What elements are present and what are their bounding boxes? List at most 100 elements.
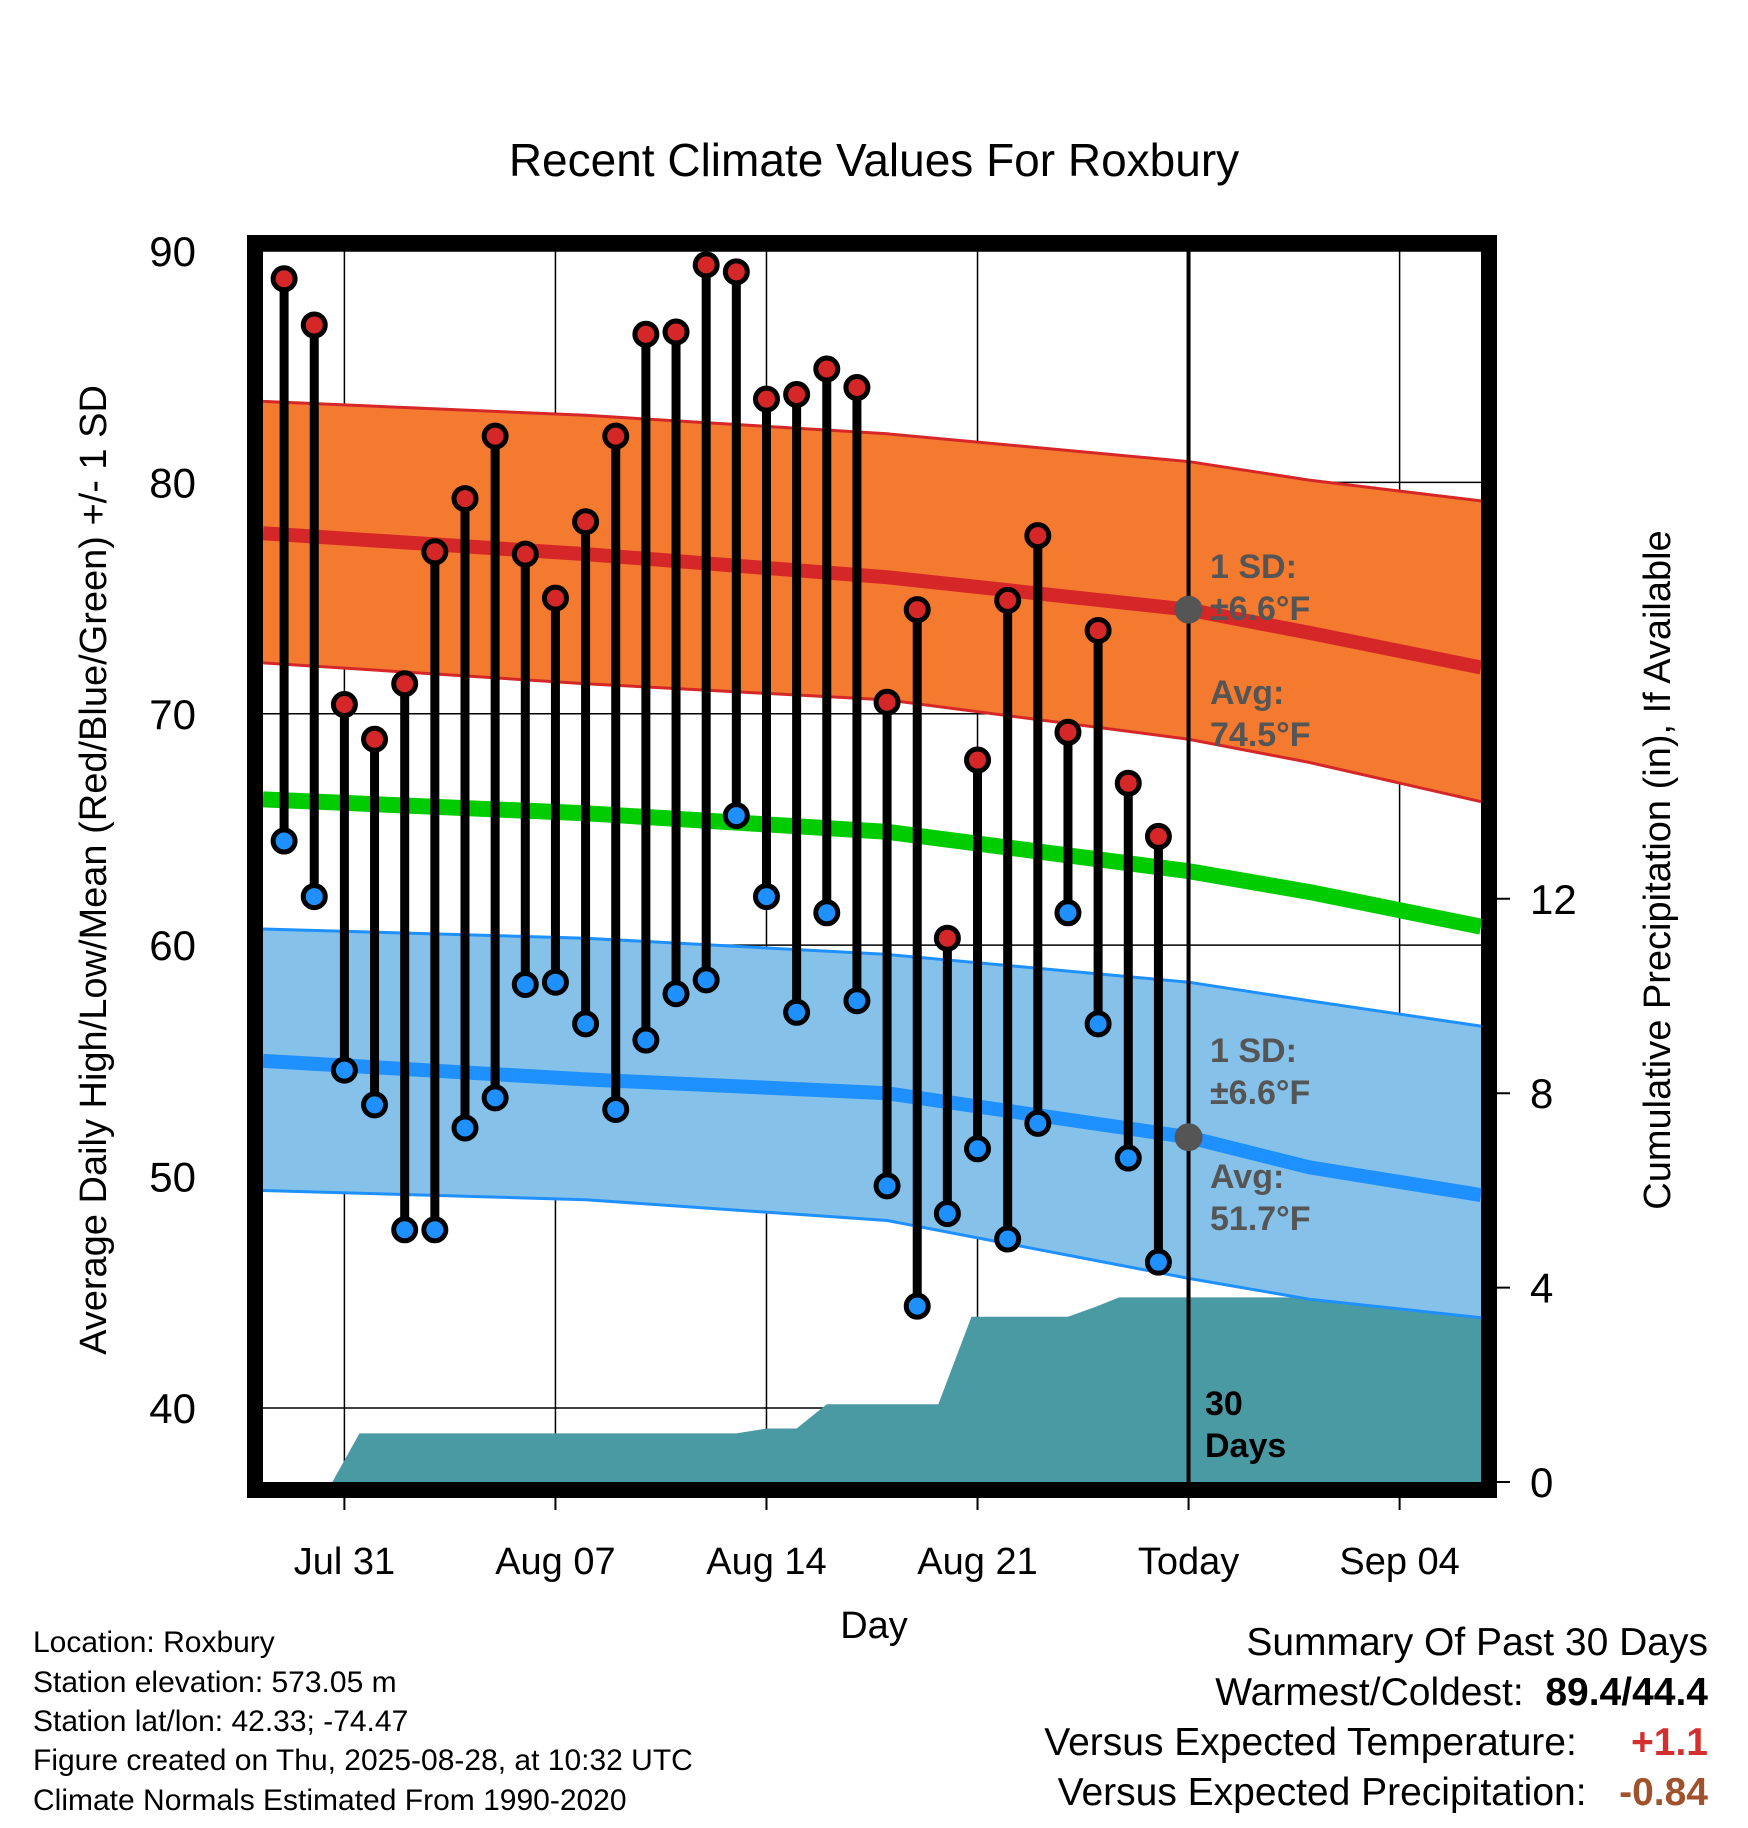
daily-low-point <box>421 1216 449 1244</box>
normal-mean-line <box>263 791 1481 935</box>
daily-low-point <box>541 968 569 996</box>
daily-high-point <box>873 688 901 716</box>
daily-high-point <box>722 258 750 286</box>
today-normal-high-dot <box>1174 595 1203 624</box>
daily-low-point <box>1024 1109 1052 1137</box>
daily-high-point <box>300 311 328 339</box>
y2-tick-label: 0 <box>1530 1459 1553 1506</box>
summary-warm-cold: Warmest/Coldest: 89.4/44.4 <box>1215 1671 1708 1715</box>
daily-high-point <box>964 746 992 774</box>
today-days-label: 30 <box>1205 1385 1243 1423</box>
daily-low-point <box>1054 899 1082 927</box>
daily-low-point <box>1084 1010 1112 1038</box>
y2-tick-label: 8 <box>1530 1070 1553 1117</box>
daily-high-point <box>270 265 298 293</box>
daily-low-point <box>783 998 811 1026</box>
daily-high-point <box>421 538 449 566</box>
daily-high-point <box>391 670 419 698</box>
y2-tick-label: 12 <box>1530 876 1577 923</box>
daily-low-point <box>933 1200 961 1228</box>
daily-high-point <box>541 584 569 612</box>
y2-axis-label: Cumulative Precipitation (in), If Availa… <box>1637 530 1679 1209</box>
summary-warm-cold-value: 89.4/44.4 <box>1545 1671 1708 1714</box>
high-sd-annotation: ±6.6°F <box>1210 590 1310 628</box>
daily-low-point <box>632 1026 660 1054</box>
daily-high-point <box>692 251 720 279</box>
daily-high-point <box>1024 522 1052 550</box>
y-tick-label: 50 <box>149 1154 196 1201</box>
daily-high-point <box>511 540 539 568</box>
summary-precip: Versus Expected Precipitation: -0.84 <box>1058 1771 1708 1815</box>
high-sd-upper-line <box>263 399 1481 503</box>
daily-low-point <box>692 966 720 994</box>
daily-high-point <box>994 586 1022 614</box>
high-avg-annotation: Avg: <box>1210 674 1284 712</box>
summary-title: Summary Of Past 30 Days <box>1246 1621 1708 1664</box>
x-tick-label: Aug 14 <box>706 1541 826 1583</box>
high-sd-band <box>263 401 1481 802</box>
low-avg-annotation: Avg: <box>1210 1158 1284 1196</box>
daily-low-point <box>662 980 690 1008</box>
daily-high-point <box>632 320 660 348</box>
y-tick-label: 70 <box>149 691 196 738</box>
info-elevation: Station elevation: 573.05 m <box>33 1666 397 1699</box>
low-avg-annotation: 51.7°F <box>1210 1200 1311 1238</box>
daily-low-point <box>481 1084 509 1112</box>
daily-high-point <box>572 508 600 536</box>
low-sd-band <box>263 928 1481 1318</box>
daily-low-point <box>1144 1248 1172 1276</box>
low-sd-annotation: ±6.6°F <box>1210 1074 1310 1112</box>
y-tick-label: 80 <box>149 459 196 506</box>
daily-high-point <box>481 422 509 450</box>
daily-low-point <box>964 1135 992 1163</box>
summary-temp-value: +1.1 <box>1631 1721 1708 1764</box>
high-avg-annotation: 74.5°F <box>1210 716 1311 754</box>
x-tick-label: Aug 07 <box>495 1541 615 1583</box>
x-tick-label: Today <box>1138 1541 1239 1583</box>
daily-high-point <box>813 355 841 383</box>
daily-low-point <box>994 1225 1022 1253</box>
daily-high-point <box>330 691 358 719</box>
info-location: Location: Roxbury <box>33 1626 275 1659</box>
daily-high-point <box>1054 718 1082 746</box>
y2-tick-label: 4 <box>1530 1265 1553 1312</box>
daily-high-point <box>933 924 961 952</box>
info-created: Figure created on Thu, 2025-08-28, at 10… <box>33 1744 693 1777</box>
x-axis-label: Day <box>840 1605 908 1647</box>
summary-precip-value: -0.84 <box>1619 1771 1708 1814</box>
daily-high-point <box>783 380 811 408</box>
y-tick-label: 60 <box>149 922 196 969</box>
y-tick-label: 40 <box>149 1385 196 1432</box>
info-latlon: Station lat/lon: 42.33; -74.47 <box>33 1705 409 1738</box>
daily-low-point <box>873 1172 901 1200</box>
daily-low-point <box>752 883 780 911</box>
today-normal-low-dot <box>1174 1123 1203 1152</box>
daily-high-point <box>1084 616 1112 644</box>
daily-low-point <box>1114 1144 1142 1172</box>
daily-low-point <box>903 1292 931 1320</box>
daily-high-point <box>361 725 389 753</box>
summary-warm-cold-label: Warmest/Coldest: <box>1215 1671 1524 1714</box>
daily-low-point <box>361 1091 389 1119</box>
y-axis-label: Average Daily High/Low/Mean (Red/Blue/Gr… <box>73 385 115 1355</box>
daily-low-point <box>572 1010 600 1038</box>
plot-frame <box>247 235 1497 1498</box>
daily-high-point <box>1144 822 1172 850</box>
info-normals: Climate Normals Estimated From 1990-2020 <box>33 1784 627 1817</box>
daily-low-point <box>602 1095 630 1123</box>
x-tick-label: Aug 21 <box>917 1541 1037 1583</box>
daily-high-point <box>451 485 479 513</box>
daily-low-point <box>391 1216 419 1244</box>
y-tick-label: 90 <box>149 228 196 275</box>
summary-temp: Versus Expected Temperature: +1.1 <box>1044 1721 1708 1765</box>
daily-high-point <box>662 318 690 346</box>
daily-high-point <box>752 385 780 413</box>
x-tick-label: Jul 31 <box>294 1541 395 1583</box>
x-tick-label: Sep 04 <box>1339 1541 1459 1583</box>
daily-low-point <box>330 1056 358 1084</box>
daily-low-point <box>511 971 539 999</box>
today-days-label: Days <box>1205 1427 1286 1465</box>
summary-temp-label: Versus Expected Temperature: <box>1044 1721 1577 1764</box>
daily-low-point <box>451 1114 479 1142</box>
